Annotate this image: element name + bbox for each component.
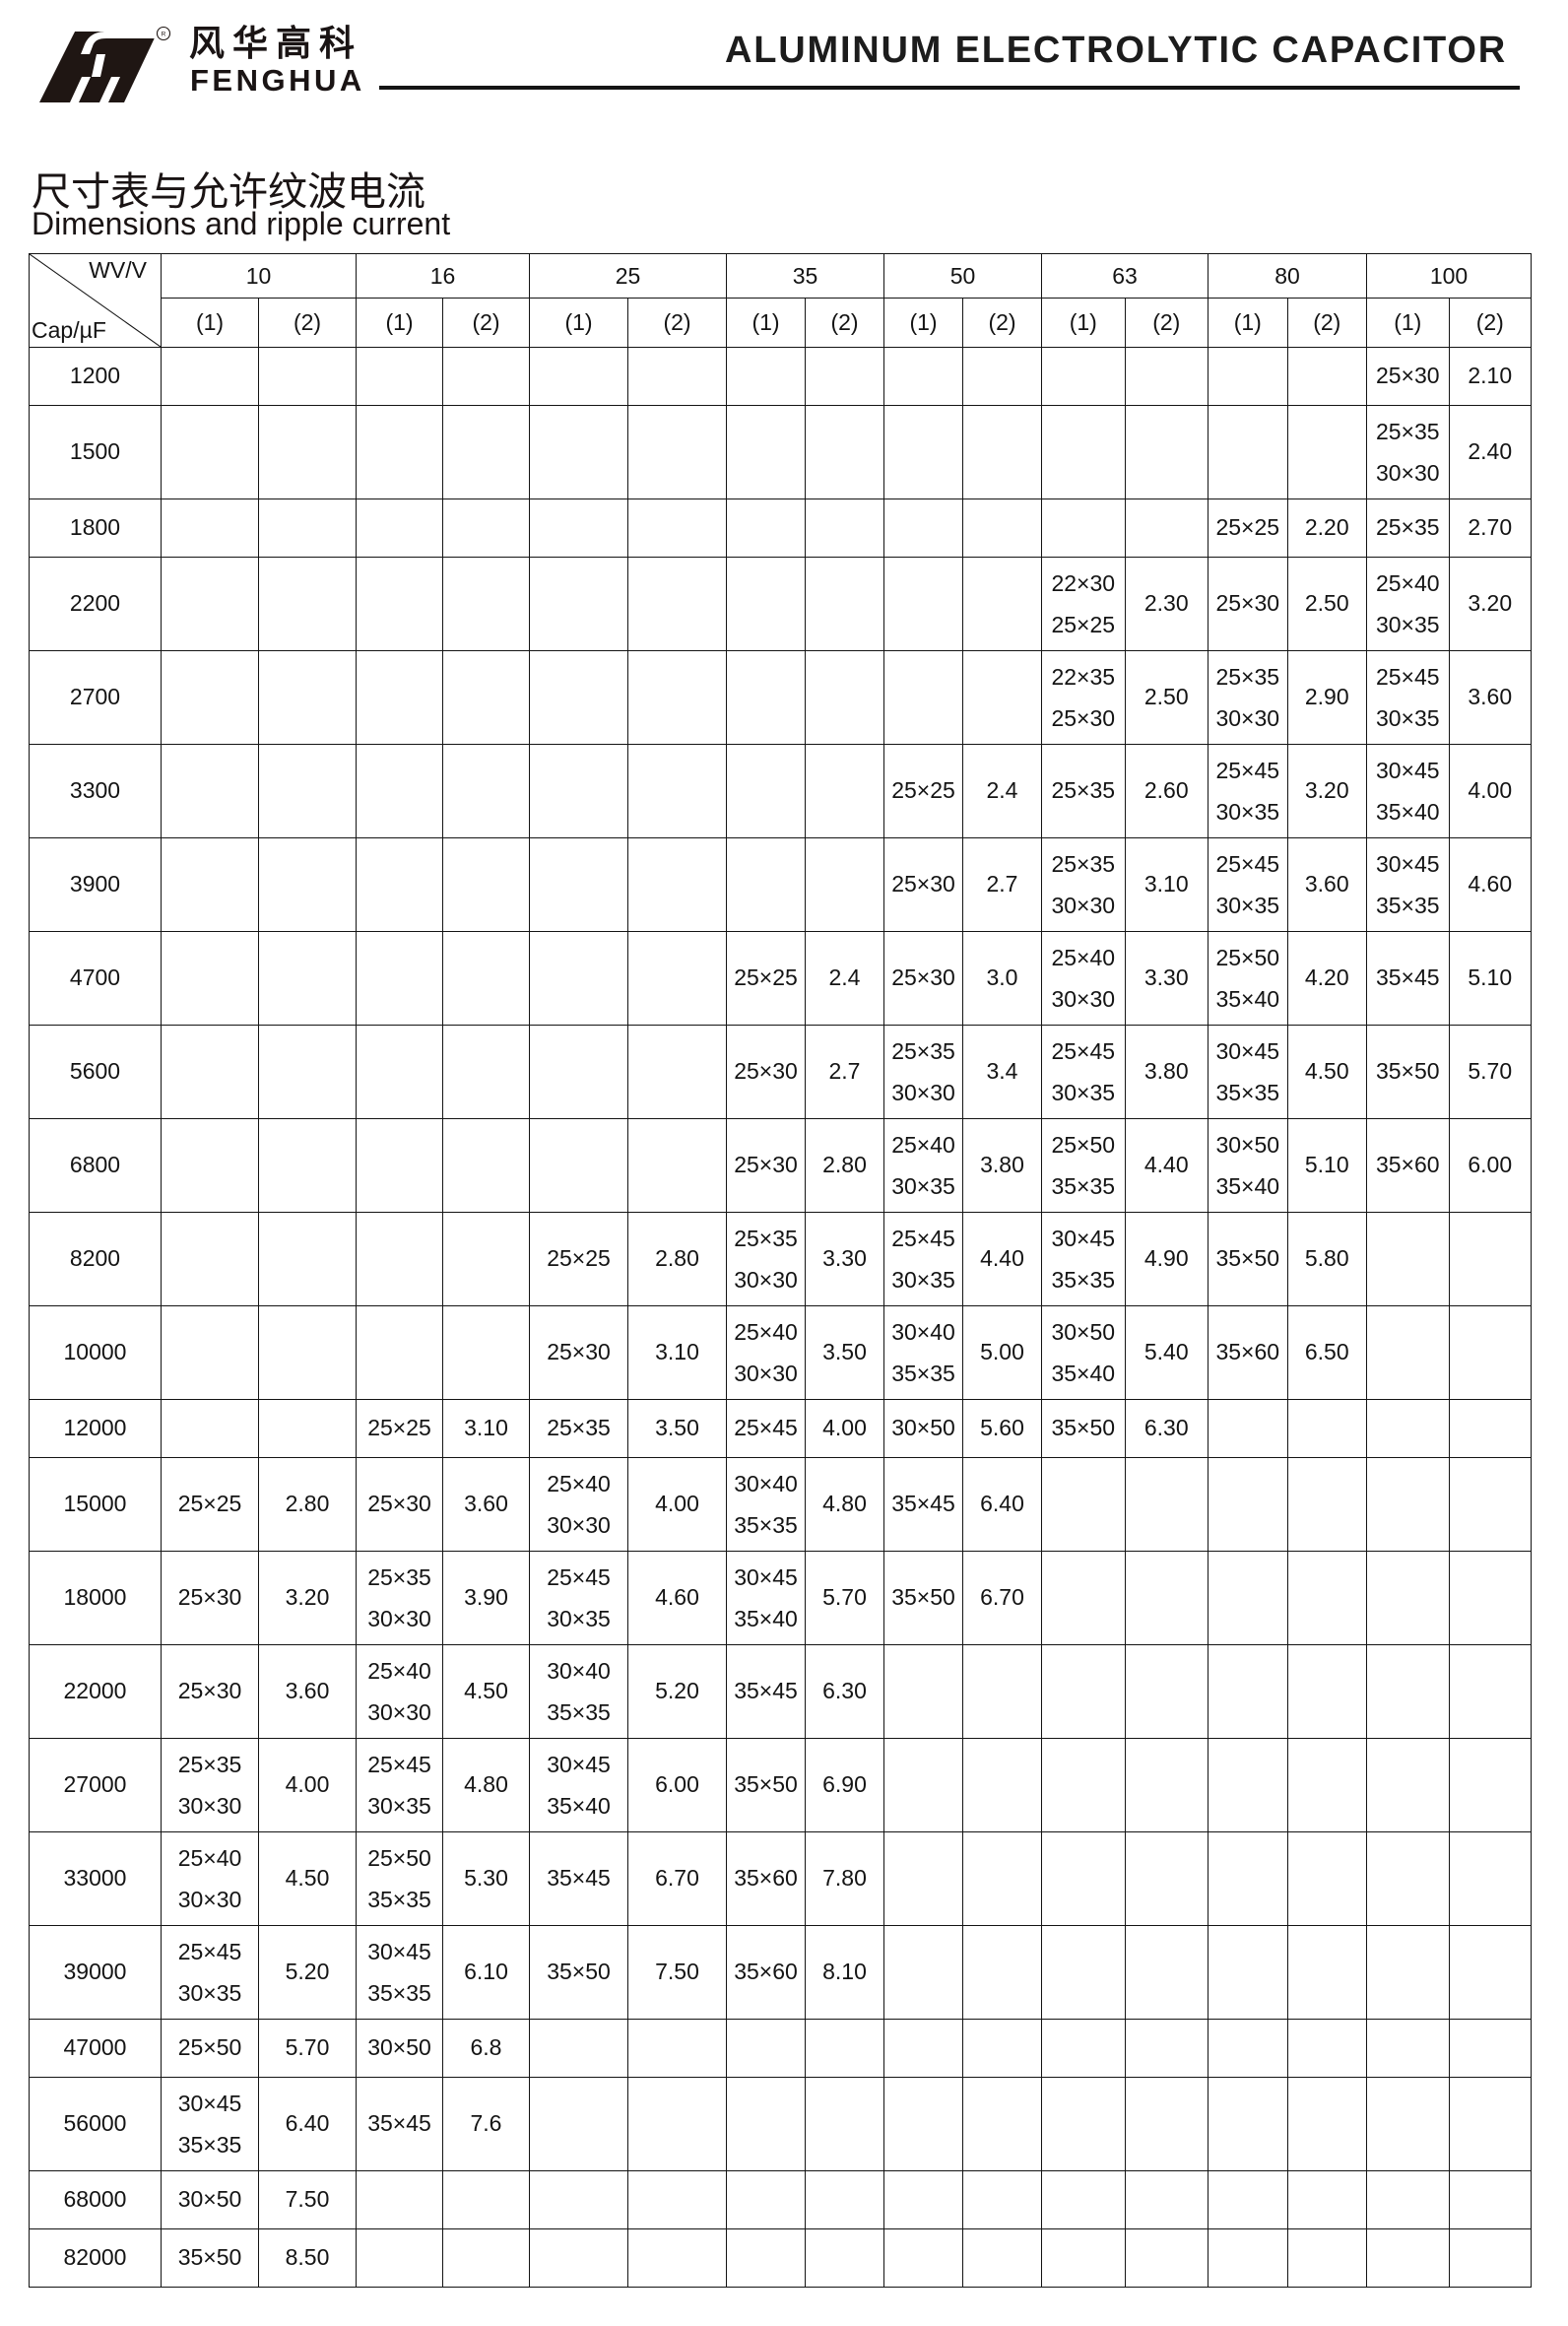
svg-text:R: R [162,32,166,38]
